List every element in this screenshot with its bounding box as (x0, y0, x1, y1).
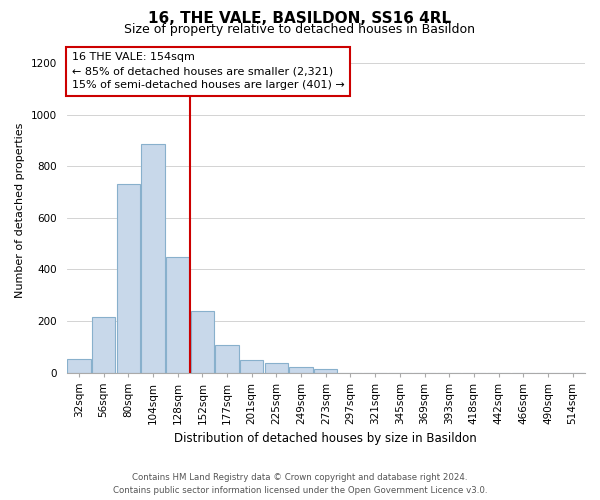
Bar (141, 144, 164, 372)
Text: 16, THE VALE, BASILDON, SS16 4RL: 16, THE VALE, BASILDON, SS16 4RL (148, 11, 452, 26)
Bar (265, 362, 288, 372)
Text: 16 THE VALE: 154sqm
← 85% of detached houses are smaller (2,321)
15% of semi-det: 16 THE VALE: 154sqm ← 85% of detached ho… (72, 52, 344, 90)
Bar (92, 317, 115, 372)
Bar (67, 359, 91, 372)
Bar (191, 311, 214, 372)
Bar (289, 368, 313, 372)
X-axis label: Distribution of detached houses by size in Basildon: Distribution of detached houses by size … (175, 432, 477, 445)
Bar (314, 370, 337, 372)
Text: Contains HM Land Registry data © Crown copyright and database right 2024.
Contai: Contains HM Land Registry data © Crown c… (113, 473, 487, 495)
Text: Size of property relative to detached houses in Basildon: Size of property relative to detached ho… (125, 22, 476, 36)
Bar (166, 257, 190, 372)
Bar (116, 184, 140, 372)
Y-axis label: Number of detached properties: Number of detached properties (15, 122, 25, 298)
Bar (240, 360, 263, 372)
Bar (215, 346, 239, 372)
